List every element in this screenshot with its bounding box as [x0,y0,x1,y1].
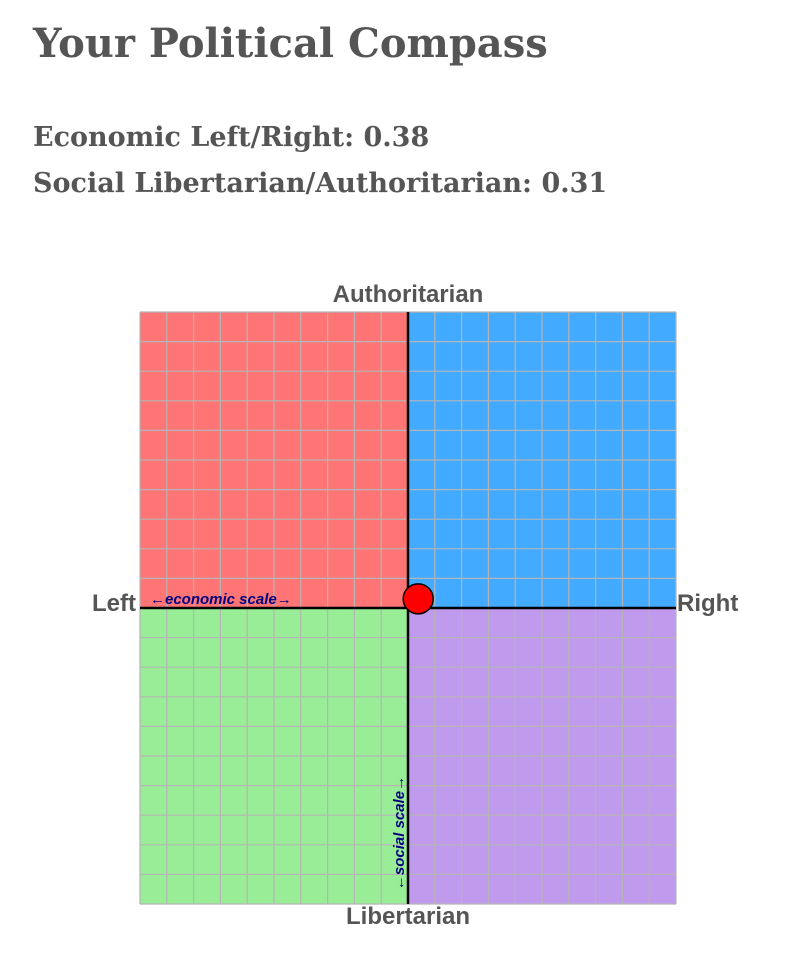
result-point [402,583,434,615]
social-score: Social Libertarian/Authoritarian: 0.31 [33,168,607,199]
axis-label-libertarian: Libertarian [346,903,470,930]
axis-label-right: Right [677,590,738,617]
axis-label-left: Left [92,590,136,617]
economic-scale-label: ←economic scale→ [150,591,292,608]
economic-score-value: 0.38 [363,122,430,153]
economic-score: Economic Left/Right: 0.38 [33,122,429,153]
result-marker [402,583,434,615]
social-score-value: 0.31 [541,168,608,199]
axis-label-authoritarian: Authoritarian [333,281,484,308]
social-score-label: Social Libertarian/Authoritarian: [33,168,533,199]
page-title: Your Political Compass [33,20,548,67]
social-scale-label: ←social scale→ [391,776,408,890]
economic-score-label: Economic Left/Right: [33,122,355,153]
